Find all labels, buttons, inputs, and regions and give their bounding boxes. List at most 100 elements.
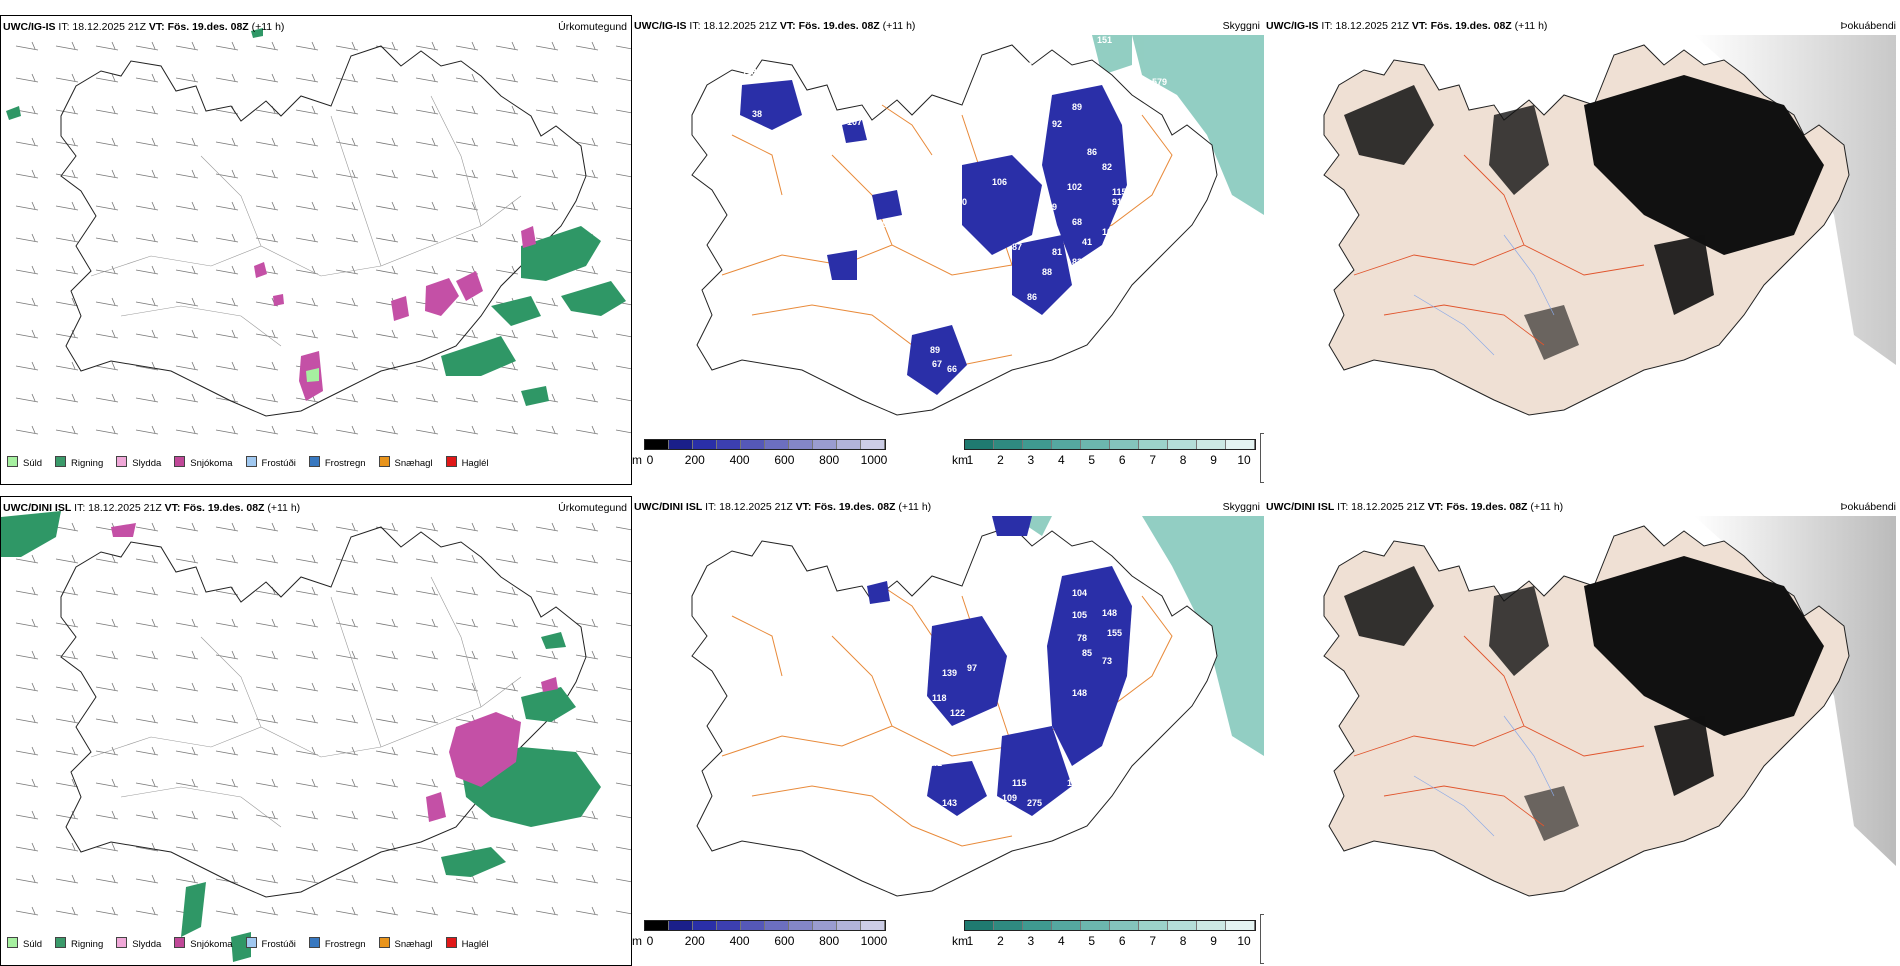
wind-barb	[335, 329, 359, 339]
wind-barb	[175, 393, 199, 403]
cloud-base-label: 105	[1072, 610, 1087, 620]
colorbar-boxes	[644, 920, 886, 931]
legend-label: Frostregn	[324, 939, 366, 950]
wind-barb	[455, 682, 479, 692]
wind-barb	[455, 137, 479, 147]
wind-barb	[15, 554, 39, 564]
wind-barb	[215, 265, 239, 275]
wind-barb	[455, 233, 479, 243]
cloud-base-label: 81	[1052, 247, 1062, 257]
snow-areas	[254, 226, 536, 401]
wind-barb	[335, 361, 359, 371]
wind-barb	[55, 874, 79, 884]
wind-barb	[575, 714, 599, 724]
wind-barb	[295, 586, 319, 596]
wind-barb	[135, 169, 159, 179]
panel-header: UWC/DINI ISL IT: 18.12.2025 21Z VT: Fös.…	[1266, 501, 1896, 517]
wind-barb	[495, 554, 519, 564]
wind-barb	[415, 41, 439, 51]
wind-barb	[455, 522, 479, 532]
colorbar-tick: 8	[1179, 453, 1187, 467]
wind-barb	[575, 41, 599, 51]
wind-barb	[215, 682, 239, 692]
wind-barb	[335, 137, 359, 147]
model-name: UWC/DINI ISL	[634, 501, 703, 513]
wind-barb	[175, 73, 199, 83]
legend-item: Snæhagl	[378, 937, 433, 950]
precip-type-panel-row2: UWC/DINI ISL IT: 18.12.2025 21Z VT: Fös.…	[0, 496, 632, 966]
legend-item: Frostúði	[245, 937, 296, 950]
wind-barb	[175, 233, 199, 243]
precip-type-legend: Súld Rigning Slydda Snjókoma Frostúði Frostre…	[7, 937, 502, 950]
cloud-base-label: 18	[862, 227, 872, 237]
wind-barb	[55, 73, 79, 83]
wind-barb	[495, 586, 519, 596]
cloud-base-label: 207	[1072, 518, 1087, 528]
lead-time: (+11 h)	[1527, 501, 1564, 513]
wind-barb	[135, 297, 159, 307]
wind-barb	[135, 714, 159, 724]
wind-barb	[175, 137, 199, 147]
wind-barb	[415, 169, 439, 179]
wind-barb	[255, 746, 279, 756]
wind-barb	[55, 682, 79, 692]
wind-barb	[335, 874, 359, 884]
wind-barb	[215, 522, 239, 532]
wind-barb	[375, 233, 399, 243]
wind-barb	[455, 329, 479, 339]
wind-barb	[335, 746, 359, 756]
visibility-panel-row2: 207 134 104 105 148 155 78 85 73 139 97 39 118 122 148…	[632, 496, 1264, 966]
wind-barb	[255, 906, 279, 916]
wind-barb	[335, 554, 359, 564]
wind-barb	[255, 522, 279, 532]
wind-barb	[295, 778, 319, 788]
wind-barb	[375, 746, 399, 756]
legend-label: Slydda	[132, 458, 162, 469]
legend-label: Snjókoma	[190, 939, 233, 950]
colorbar-tick: 6	[1118, 453, 1126, 467]
cloud-base-label: 143	[942, 798, 957, 808]
wind-barb	[15, 201, 39, 211]
wind-barb	[495, 906, 519, 916]
wind-barb	[575, 393, 599, 403]
wind-barb	[215, 778, 239, 788]
wind-barb	[535, 169, 559, 179]
legend-label: Frostúði	[261, 939, 296, 950]
cloud-base-label: 85	[1082, 648, 1092, 658]
wind-barb	[495, 201, 519, 211]
wind-barb	[255, 810, 279, 820]
wind-barb	[615, 718, 631, 723]
wind-barb	[95, 137, 119, 147]
cloud-base-label: 41	[1032, 322, 1042, 332]
wind-barb	[615, 173, 631, 178]
cloud-base-label: 579	[1152, 77, 1167, 87]
wind-barb	[455, 105, 479, 115]
legend-swatch	[116, 456, 128, 467]
wind-barb	[175, 650, 199, 660]
wind-barb	[55, 650, 79, 660]
cloud-base-label: 134	[1042, 553, 1057, 563]
wind-barb	[495, 618, 519, 628]
wind-barb	[615, 365, 631, 370]
cloud-base-label: 92	[1052, 119, 1062, 129]
legend-item: Súld	[7, 456, 42, 469]
legend-label: Rigning	[71, 939, 104, 950]
cloud-base-label: 68	[1072, 217, 1082, 227]
colorbar-tick: 8	[1179, 934, 1187, 948]
wind-barb	[135, 41, 159, 51]
colorbar-unit: m	[632, 934, 642, 948]
wind-barb	[415, 73, 439, 83]
cloud-base-label: 73	[1102, 656, 1112, 666]
wind-barb	[415, 682, 439, 692]
precip-type-map	[6, 28, 631, 435]
precip-type-panel-row1: UWC/IG-IS IT: 18.12.2025 21Z VT: Fös. 19…	[0, 15, 632, 485]
visibility-panel-row1: 151 400 251 579 118 38 38 107 101 92 89 86 82 77 106 10…	[632, 15, 1264, 485]
legend-label: Súld	[23, 939, 43, 950]
colorbar-tick: 400	[729, 934, 750, 948]
wind-barb	[455, 906, 479, 916]
wind-barb	[95, 874, 119, 884]
wind-barb	[295, 906, 319, 916]
colorbar-tick: 9	[1210, 934, 1217, 948]
wind-barb	[415, 361, 439, 371]
